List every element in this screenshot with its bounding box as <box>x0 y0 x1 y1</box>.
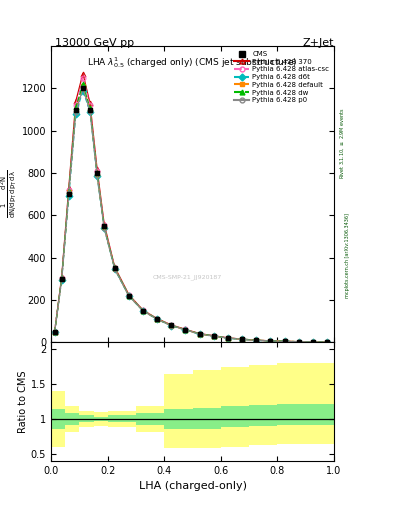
Legend: CMS, Pythia 6.428 370, Pythia 6.428 atlas-csc, Pythia 6.428 d6t, Pythia 6.428 de: CMS, Pythia 6.428 370, Pythia 6.428 atla… <box>231 48 332 106</box>
Y-axis label: $\mathregular{\frac{1}{\mathrm{d}N/\mathrm{d}p_T}\frac{\mathrm{d}^2N}{\mathrm{d}: $\mathregular{\frac{1}{\mathrm{d}N/\math… <box>0 170 19 218</box>
X-axis label: LHA (charged-only): LHA (charged-only) <box>139 481 246 491</box>
Y-axis label: Ratio to CMS: Ratio to CMS <box>18 370 28 433</box>
Text: mcplots.cern.ch [arXiv:1306.3436]: mcplots.cern.ch [arXiv:1306.3436] <box>345 214 350 298</box>
Text: LHA $\lambda^{1}_{0.5}$ (charged only) (CMS jet substructure): LHA $\lambda^{1}_{0.5}$ (charged only) (… <box>87 55 298 70</box>
Text: 13000 GeV pp: 13000 GeV pp <box>55 38 134 49</box>
Text: CMS-SMP-21_JJ920187: CMS-SMP-21_JJ920187 <box>152 274 222 280</box>
Text: Z+Jet: Z+Jet <box>303 38 334 49</box>
Text: Rivet 3.1.10, $\geq$ 2.9M events: Rivet 3.1.10, $\geq$ 2.9M events <box>339 108 346 179</box>
